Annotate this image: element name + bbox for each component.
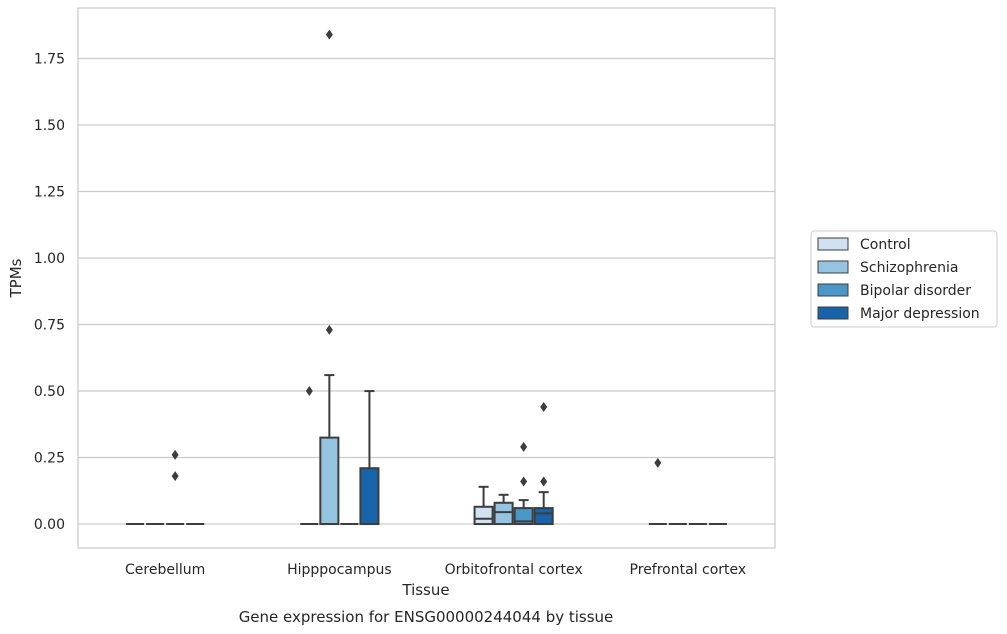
outlier-point [540,402,548,413]
box [473,485,494,526]
y-tick-label: 1.25 [34,185,65,201]
x-tick-label: Cerebellum [125,562,205,578]
plot-frame [77,7,776,549]
outlier-point [520,441,528,452]
y-tick-labels: 0.00 0.25 0.50 0.75 1.00 1.25 1.50 1.75 [34,52,65,534]
legend-frame [810,230,998,328]
legend-label: Bipolar disorder [860,283,971,299]
legend-item: Control [817,237,911,253]
legend-label: Major depression [860,306,980,322]
outlier-point [171,471,179,482]
y-tick-label: 0.50 [34,384,65,400]
outlier-point [654,457,662,468]
x-axis-title: Tissue [401,581,449,599]
box-groups [126,29,727,526]
box [493,493,514,526]
box-body [513,507,534,526]
legend-item: Schizophrenia [817,260,958,276]
y-tick-label: 0.00 [34,517,65,533]
x-tick-labels: Cerebellum Hipppocampus Orbitofrontal cort… [125,562,746,578]
series-schizophrenia [146,29,687,526]
box [319,29,340,526]
box [533,402,554,526]
outlier-point [520,476,528,487]
outlier-point [540,476,548,487]
legend-item: Bipolar disorder [817,283,971,299]
legend-label: Control [860,237,911,253]
grid-lines [78,57,775,525]
y-tick-label: 0.75 [34,318,65,334]
legend-swatch [817,260,849,274]
y-tick-label: 1.00 [34,251,65,267]
plot-background [78,8,775,548]
x-tick-label: Orbitofrontal cortex [445,562,583,578]
outlier-point [325,29,333,40]
box [300,386,319,526]
legend-swatch [817,237,849,251]
x-tick-label: Prefrontal cortex [630,562,747,578]
series-major-depression [186,390,727,526]
box-body [319,436,340,526]
figure-caption: Gene expression for ENSG00000244044 by t… [239,608,614,626]
outlier-point [305,386,313,397]
legend-item: Major depression [817,306,980,322]
legend-swatch [817,306,849,320]
series-bipolar-disorder [166,441,707,526]
box-body [473,505,494,526]
legend-label: Schizophrenia [860,260,958,276]
box [513,441,534,526]
legend: Control Schizophrenia Bipolar disorder Majo… [810,230,998,328]
outlier-point [171,449,179,460]
y-tick-label: 1.50 [34,118,65,134]
box-body [359,467,380,526]
box [359,390,380,526]
legend-swatch [817,283,849,297]
y-axis-title: TPMs [7,258,25,298]
outlier-point [325,324,333,335]
y-tick-label: 0.25 [34,451,65,467]
box [166,449,185,526]
series-control [126,386,667,526]
x-tick-label: Hipppocampus [287,562,392,578]
box [648,457,667,526]
y-tick-label: 1.75 [34,52,65,68]
box-body [533,507,554,526]
box-body [493,501,514,526]
